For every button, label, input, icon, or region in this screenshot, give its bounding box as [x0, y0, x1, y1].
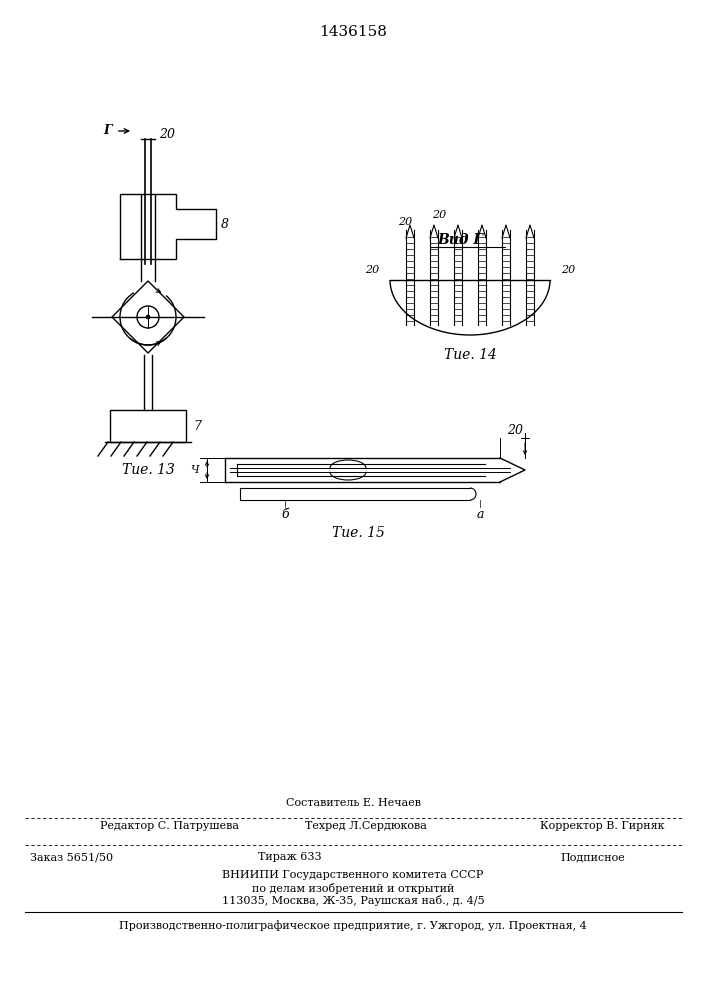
Text: Τие. 13: Τие. 13	[122, 463, 175, 477]
Text: 8: 8	[221, 218, 229, 231]
Text: 20: 20	[507, 424, 523, 436]
Circle shape	[146, 315, 150, 319]
Text: Составитель Е. Нечаев: Составитель Е. Нечаев	[286, 798, 421, 808]
Text: 20: 20	[365, 265, 379, 275]
Text: Заказ 5651/50: Заказ 5651/50	[30, 852, 113, 862]
Bar	[110, 410, 186, 442]
Text: 20: 20	[561, 265, 575, 275]
Text: по делам изобретений и открытий: по делам изобретений и открытий	[252, 882, 454, 894]
Text: Подписное: Подписное	[560, 852, 625, 862]
Text: 20: 20	[432, 210, 446, 220]
Text: Редактор С. Патрушева: Редактор С. Патрушева	[100, 821, 239, 831]
Text: а: а	[477, 508, 484, 522]
Text: б: б	[281, 508, 289, 522]
Text: Г: Г	[104, 124, 112, 137]
Text: 20: 20	[398, 217, 412, 227]
Text: Тираж 633: Тираж 633	[258, 852, 322, 862]
Text: Техред Л.Сердюкова: Техред Л.Сердюкова	[305, 821, 427, 831]
Text: 7: 7	[193, 420, 201, 432]
Text: Вид Г: Вид Г	[437, 233, 483, 247]
Text: Τие. 14: Τие. 14	[443, 348, 496, 362]
Text: 1436158: 1436158	[319, 25, 387, 39]
Text: ВНИИПИ Государственного комитета СССР: ВНИИПИ Государственного комитета СССР	[222, 870, 484, 880]
Text: Ч: Ч	[190, 465, 199, 475]
Text: 20: 20	[159, 127, 175, 140]
Text: 113035, Москва, Ж-35, Раушская наб., д. 4/5: 113035, Москва, Ж-35, Раушская наб., д. …	[222, 896, 484, 906]
Text: Производственно-полиграфическое предприятие, г. Ужгород, ул. Проектная, 4: Производственно-полиграфическое предприя…	[119, 921, 587, 931]
Text: Корректор В. Гирняк: Корректор В. Гирняк	[540, 821, 665, 831]
Text: Τие. 15: Τие. 15	[332, 526, 385, 540]
